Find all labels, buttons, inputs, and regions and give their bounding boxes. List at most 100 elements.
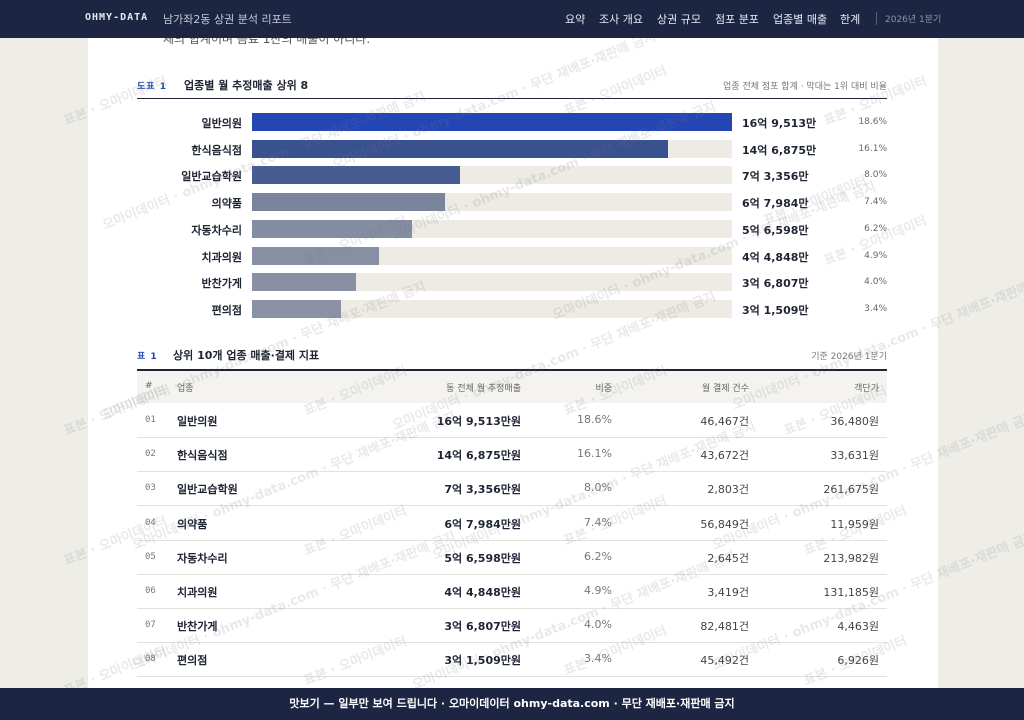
table-cell: 131,185원 [823, 586, 879, 599]
table-cell: 치과의원 [177, 586, 218, 599]
bar-category: 반찬가게 [201, 277, 242, 291]
table-cell: 07 [145, 620, 156, 631]
row-divider [137, 676, 887, 678]
table-cell: 자동차수리 [177, 551, 228, 565]
table-cell: 02 [145, 449, 156, 460]
bar-value-label: 16억 9,513만 [742, 117, 817, 130]
rule [137, 98, 887, 99]
table-cell: 08 [145, 654, 156, 665]
bar [252, 246, 379, 265]
bar-value-label: 3억 6,807만 [742, 277, 809, 291]
nav-link[interactable]: 조사 개요 [599, 13, 643, 26]
report-title: 남가좌2동 상권 분석 리포트 [163, 13, 292, 26]
table-cell: 2,645건 [707, 551, 749, 565]
table-cell: 45,492건 [700, 654, 749, 668]
table-cell: 05 [145, 551, 156, 562]
bar-value-label: 7억 3,356만 [742, 170, 809, 184]
column-header: 월 결제 건수 [701, 384, 749, 394]
bar-track [252, 299, 732, 318]
table-cell: 46,467건 [700, 415, 749, 428]
table-cell: 6.2% [584, 549, 612, 563]
column-header: 업종 [177, 384, 194, 394]
figure-note: 업종 전체 점포 합계 · 막대는 1위 대비 비율 [723, 82, 887, 92]
figure-title: 업종별 월 추정매출 상위 8 [184, 79, 309, 92]
bar-category: 의약품 [211, 197, 242, 211]
table-header [137, 371, 887, 403]
bar [252, 166, 460, 185]
column-header: 비중 [595, 384, 612, 394]
bar-category: 편의점 [211, 303, 242, 317]
row-divider [137, 539, 887, 541]
table-label: 표 1 [137, 352, 158, 362]
logo[interactable]: OHMY-DATA [85, 12, 149, 23]
row-divider [137, 437, 887, 438]
nav-link[interactable]: 상권 규모 [657, 13, 701, 26]
column-header: 객단가 [854, 384, 879, 394]
table-cell: 7.4% [584, 515, 612, 529]
row-divider [137, 573, 887, 575]
bar-share: 4.0% [864, 277, 887, 288]
bar-share: 6.2% [864, 223, 887, 234]
row-divider [137, 505, 887, 507]
bar [252, 193, 445, 212]
bar-share: 4.9% [864, 250, 887, 261]
table-cell: 일반교습학원 [177, 483, 238, 497]
bar-share: 7.4% [864, 197, 887, 208]
bar [252, 139, 668, 158]
table-cell: 3억 6,807만원 [444, 620, 521, 634]
table-cell: 33,631원 [830, 449, 879, 463]
bar-category: 자동차수리 [191, 223, 242, 237]
bar [252, 273, 357, 292]
bar-value-label: 3억 1,509만 [742, 303, 809, 317]
table-cell: 4.9% [584, 584, 612, 597]
table-cell: 03 [145, 483, 156, 494]
nav-link[interactable]: 요약 [565, 13, 586, 26]
table-cell: 4,463원 [837, 620, 879, 634]
table-cell: 6억 7,984만원 [444, 517, 521, 531]
bar-value-label: 5억 6,598만 [742, 223, 809, 237]
table-cell: 16.1% [577, 447, 612, 461]
nav-bar: OHMY-DATA 남가좌2동 상권 분석 리포트 2026년 1분기 요약 조사… [0, 0, 1024, 38]
table-cell: 7억 3,356만원 [444, 483, 521, 497]
table-cell: 편의점 [177, 654, 208, 668]
bar-share: 16.1% [858, 143, 887, 154]
table-cell: 18.6% [577, 413, 612, 426]
bar-share: 3.4% [864, 303, 887, 314]
row-divider [137, 471, 887, 473]
row-divider [137, 642, 887, 644]
table-cell: 3.4% [584, 652, 612, 666]
nav-link[interactable]: 한계 [840, 13, 861, 26]
table-cell: 43,672건 [700, 449, 749, 463]
table-cell: 3억 1,509만원 [444, 654, 521, 668]
period: 2026년 1분기 [876, 12, 941, 25]
table-cell: 일반의원 [177, 415, 218, 428]
column-header: # [145, 381, 153, 391]
bar [252, 113, 732, 131]
table-cell: 4억 4,848만원 [444, 586, 521, 599]
table-note: 기준 2026년 1분기 [811, 352, 887, 362]
table-cell: 한식음식점 [177, 449, 228, 463]
bar-category: 일반교습학원 [181, 170, 242, 184]
table-cell: 56,849건 [700, 517, 749, 531]
table-cell: 4.0% [584, 618, 612, 632]
bar [252, 219, 413, 238]
table-cell: 11,959원 [830, 517, 879, 531]
table-cell: 82,481건 [700, 620, 749, 634]
table-cell: 의약품 [177, 517, 208, 531]
bar-track [252, 273, 732, 292]
table-cell: 14억 6,875만원 [436, 449, 521, 463]
figure-label: 도표 1 [137, 82, 167, 92]
bar-value-label: 4억 4,848만 [742, 250, 809, 264]
rule [137, 369, 887, 371]
bar [252, 299, 342, 318]
bar-value-label: 6억 7,984만 [742, 197, 809, 211]
row-divider [137, 608, 887, 609]
nav-link[interactable]: 점포 분포 [715, 13, 759, 26]
nav-link[interactable]: 업종별 매출 [773, 13, 828, 26]
table-cell: 16억 9,513만원 [436, 415, 521, 428]
table-cell: 04 [145, 517, 156, 528]
table-cell: 261,675원 [823, 483, 879, 497]
table-cell: 8.0% [584, 481, 612, 495]
table-cell: 반찬가게 [177, 620, 218, 634]
